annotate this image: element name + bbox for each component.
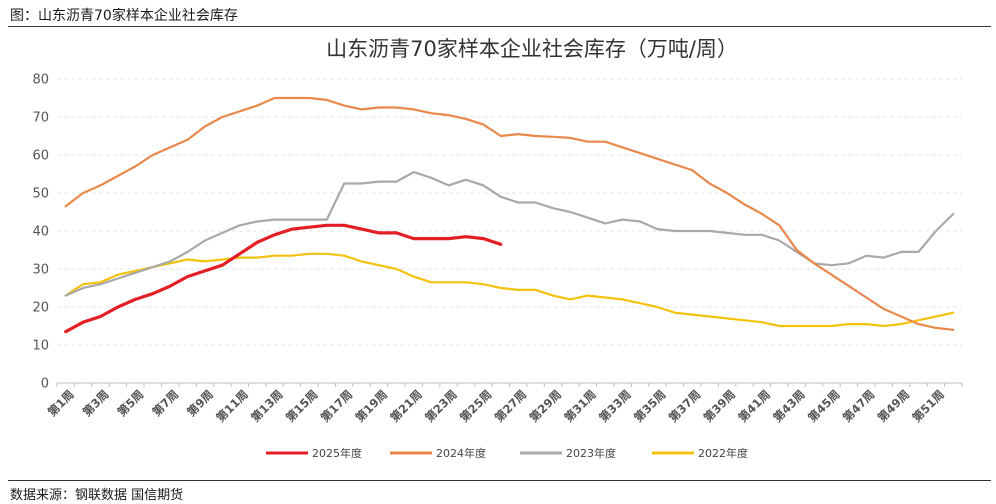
x-tick-label: 第41周 <box>735 387 772 424</box>
x-tick-label: 第33周 <box>596 387 633 424</box>
x-tick-label: 第25周 <box>457 387 494 424</box>
legend-label: 2022年度 <box>698 446 748 460</box>
legend: 2025年度 2024年度 2023年度 2022年度 <box>266 446 748 460</box>
gridlines <box>57 78 962 346</box>
series-lines <box>64 96 955 334</box>
y-tick-label: 30 <box>32 263 49 278</box>
x-tick-label: 第7周 <box>149 387 181 419</box>
y-tick-label: 50 <box>32 187 49 202</box>
x-tick-label: 第17周 <box>318 387 355 424</box>
chart-title: 山东沥青70家样本企业社会库存（万吨/周） <box>326 37 738 61</box>
y-axis: 0 10 20 30 40 50 60 70 80 <box>32 73 49 392</box>
x-tick-label: 第31周 <box>561 387 598 424</box>
x-tick-label: 第27周 <box>492 387 529 424</box>
source-note: 数据来源：钢联数据 国信期货 <box>10 488 184 503</box>
x-tick-label: 第15周 <box>283 387 320 424</box>
x-tick-label: 第5周 <box>115 387 147 419</box>
bottom-rule <box>8 480 991 481</box>
series-line-2023年度 <box>64 171 955 297</box>
x-tick-label: 第13周 <box>248 387 285 424</box>
x-tick-label: 第11周 <box>213 387 250 424</box>
x-tick-label: 第9周 <box>184 387 216 419</box>
x-axis: 第1周 第3周 第5周 第7周 第9周第11周第13周第15周第17周第19周第21周第… <box>45 382 963 425</box>
x-tick-label: 第1周 <box>45 387 77 419</box>
x-tick-label: 第51周 <box>910 387 947 424</box>
y-tick-label: 60 <box>32 149 49 164</box>
y-tick-label: 70 <box>32 111 49 126</box>
x-tick-label: 第43周 <box>770 387 807 424</box>
y-tick-label: 0 <box>41 377 49 392</box>
x-tick-label: 第45周 <box>805 387 842 424</box>
line-chart: 山东沥青70家样本企业社会库存（万吨/周） 01020304050607080 … <box>32 37 963 460</box>
legend-label: 2025年度 <box>312 446 362 460</box>
x-tick-label: 第35周 <box>631 387 668 424</box>
x-tick-label: 第29周 <box>527 387 564 424</box>
x-tick-label: 第23周 <box>422 387 459 424</box>
series-line-2022年度 <box>64 252 955 328</box>
x-tick-label: 第21周 <box>387 387 424 424</box>
series-line-2024年度 <box>64 96 955 331</box>
x-tick-label: 第19周 <box>353 387 390 424</box>
figure-caption: 图：山东沥青70家样本企业社会库存 <box>10 8 238 24</box>
series-line-2025年度 <box>64 223 503 334</box>
y-tick-label: 20 <box>32 301 49 316</box>
legend-label: 2023年度 <box>566 446 616 460</box>
y-tick-label: 80 <box>32 73 49 88</box>
x-tick-label: 第39周 <box>701 387 738 424</box>
x-tick-label: 第49周 <box>875 387 912 424</box>
top-rule <box>8 26 991 27</box>
y-tick-label: 40 <box>32 225 49 240</box>
x-tick-label: 第3周 <box>80 387 112 419</box>
y-tick-label: 10 <box>32 339 49 354</box>
legend-label: 2024年度 <box>436 446 486 460</box>
x-tick-label: 第47周 <box>840 387 877 424</box>
x-tick-label: 第37周 <box>666 387 703 424</box>
